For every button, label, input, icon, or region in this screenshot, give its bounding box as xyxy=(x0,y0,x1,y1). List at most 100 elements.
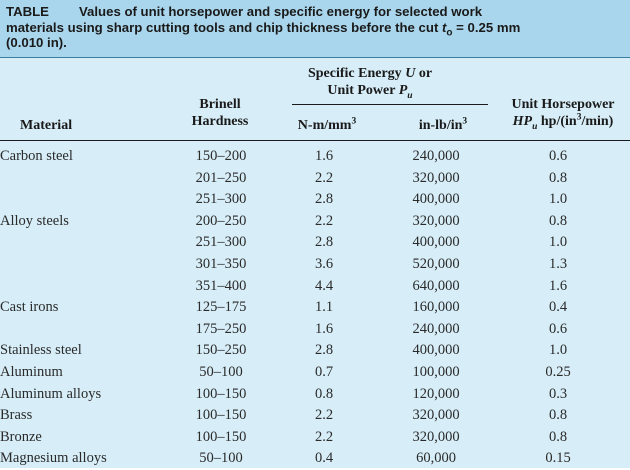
cell-material: Magnesium alloys xyxy=(0,450,107,467)
cell-material xyxy=(0,254,180,276)
table-row: 351–400 4.4 640,000 1.6 xyxy=(0,276,630,298)
cell-energy-imperial: 320,000 xyxy=(412,212,460,229)
cell-energy-metric: 2.8 xyxy=(314,191,334,208)
cell-material: Alloy steels xyxy=(0,212,69,229)
header-bottom-rule xyxy=(0,140,630,141)
header-unit-horsepower: Unit Horsepower HPu hp/(in3/min) xyxy=(511,97,615,132)
cell-hardness: 50–100 xyxy=(199,363,243,380)
cell-energy-imperial: 400,000 xyxy=(412,191,460,208)
caption-text-2-post: = 0.25 mm xyxy=(452,19,521,35)
cell-energy-metric: 0.8 xyxy=(314,385,334,402)
cell-hardness: 125–175 xyxy=(195,299,247,316)
cell-material: Brass xyxy=(0,407,33,424)
cell-energy-metric: 1.6 xyxy=(314,148,334,164)
cell-energy-imperial: 400,000 xyxy=(412,342,460,359)
cell-energy-imperial: 400,000 xyxy=(412,234,460,251)
table-body: Carbon steel 150–200 1.6 240,000 0.6 201–250 2… xyxy=(0,146,630,470)
header-group-line-1: Specific Energy U or xyxy=(307,66,433,81)
cell-material: Aluminum xyxy=(0,363,63,380)
header-group-rule xyxy=(292,104,488,105)
header-imperial-unit: in-lb/in3 xyxy=(418,116,468,133)
caption-text-2: materials using sharp cutting tools and … xyxy=(6,19,442,35)
cell-energy-metric: 2.2 xyxy=(314,212,334,229)
cell-energy-metric: 2.8 xyxy=(314,234,334,251)
cell-hardness: 150–250 xyxy=(195,342,247,359)
header-brinell: Brinell Hardness xyxy=(191,97,249,129)
caption-line-2: materials using sharp cutting tools and … xyxy=(6,19,624,39)
cell-unit-horsepower: 0.6 xyxy=(548,320,568,337)
cell-energy-imperial: 160,000 xyxy=(412,299,460,316)
cell-energy-imperial: 240,000 xyxy=(412,320,460,337)
cell-hardness: 100–150 xyxy=(195,385,247,402)
cell-material xyxy=(0,319,180,341)
cell-energy-imperial: 240,000 xyxy=(412,148,460,164)
cell-material xyxy=(0,232,180,254)
cell-hardness: 175–250 xyxy=(195,320,247,337)
table-row: 251–300 2.8 400,000 1.0 xyxy=(0,232,630,254)
cell-unit-horsepower: 0.6 xyxy=(548,148,568,164)
cell-material: Carbon steel xyxy=(0,148,73,164)
table-row: Brass 100–150 2.2 320,000 0.8 xyxy=(0,405,630,427)
cell-energy-imperial: 100,000 xyxy=(412,363,460,380)
cell-unit-horsepower: 0.8 xyxy=(548,212,568,229)
cell-energy-metric: 2.2 xyxy=(314,169,334,186)
cell-material xyxy=(0,189,180,211)
cell-energy-imperial: 640,000 xyxy=(412,277,460,294)
cell-hardness: 201–250 xyxy=(195,169,247,186)
cell-hardness: 50–100 xyxy=(199,450,243,467)
cell-unit-horsepower: 0.8 xyxy=(548,407,568,424)
cell-energy-imperial: 520,000 xyxy=(412,255,460,272)
cell-unit-horsepower: 0.15 xyxy=(545,450,571,467)
header-material: Material xyxy=(20,118,73,133)
caption-label: TABLE xyxy=(6,4,49,19)
table-row: Bronze 100–150 2.2 320,000 0.8 xyxy=(0,427,630,449)
cell-unit-horsepower: 1.0 xyxy=(548,191,568,208)
cell-energy-metric: 3.6 xyxy=(314,255,334,272)
cell-energy-imperial: 320,000 xyxy=(412,169,460,186)
cell-hardness: 301–350 xyxy=(195,255,247,272)
table-row: Aluminum 50–100 0.7 100,000 0.25 xyxy=(0,362,630,384)
cell-energy-metric: 1.6 xyxy=(314,320,334,337)
cell-unit-horsepower: 1.0 xyxy=(548,342,568,359)
cell-energy-metric: 2.2 xyxy=(314,428,334,445)
cell-unit-horsepower: 0.25 xyxy=(545,363,571,380)
cell-unit-horsepower: 1.0 xyxy=(548,234,568,251)
cell-energy-imperial: 120,000 xyxy=(412,385,460,402)
cell-material: Aluminum alloys xyxy=(0,385,102,402)
table-row: 175–250 1.6 240,000 0.6 xyxy=(0,319,630,341)
cell-material xyxy=(0,168,180,190)
cell-unit-horsepower: 0.4 xyxy=(548,299,568,316)
cell-energy-metric: 1.1 xyxy=(314,299,334,316)
cell-unit-horsepower: 1.6 xyxy=(548,277,568,294)
cell-energy-imperial: 320,000 xyxy=(412,428,460,445)
cell-material: Cast irons xyxy=(0,299,59,316)
cell-hardness: 251–300 xyxy=(195,191,247,208)
header-group: Specific Energy U or Unit Power Pu xyxy=(0,65,490,101)
cell-unit-horsepower: 0.8 xyxy=(548,169,568,186)
header-metric-unit: N-m/mm3 xyxy=(297,116,357,133)
cell-unit-horsepower: 0.3 xyxy=(548,385,568,402)
cell-energy-metric: 0.7 xyxy=(314,363,334,380)
caption-line-1: TABLE Values of unit horsepower and speci… xyxy=(6,4,624,20)
header-group-line-2: Unit Power Pu xyxy=(327,83,413,101)
cell-energy-imperial: 320,000 xyxy=(412,407,460,424)
table-caption: TABLE Values of unit horsepower and speci… xyxy=(0,0,630,57)
table-row: Alloy steels 200–250 2.2 320,000 0.8 xyxy=(0,211,630,233)
caption-divider xyxy=(0,57,630,58)
caption-subscript: o xyxy=(446,27,453,39)
cell-energy-metric: 0.4 xyxy=(314,450,334,467)
cell-hardness: 251–300 xyxy=(195,234,247,251)
cell-material xyxy=(0,276,180,298)
cell-material: Stainless steel xyxy=(0,342,82,359)
table-row: Carbon steel 150–200 1.6 240,000 0.6 xyxy=(0,146,630,168)
table-row: Aluminum alloys 100–150 0.8 120,000 0.3 xyxy=(0,384,630,406)
table-row: Cast irons 125–175 1.1 160,000 0.4 xyxy=(0,297,630,319)
cell-energy-metric: 4.4 xyxy=(314,277,334,294)
table-row: 251–300 2.8 400,000 1.0 xyxy=(0,189,630,211)
caption-text-1: Values of unit horsepower and specific e… xyxy=(78,4,483,19)
cell-unit-horsepower: 1.3 xyxy=(548,255,568,272)
caption-line-3: (0.010 in). xyxy=(6,35,67,50)
cell-hardness: 100–150 xyxy=(195,428,247,445)
cell-energy-metric: 2.8 xyxy=(314,342,334,359)
